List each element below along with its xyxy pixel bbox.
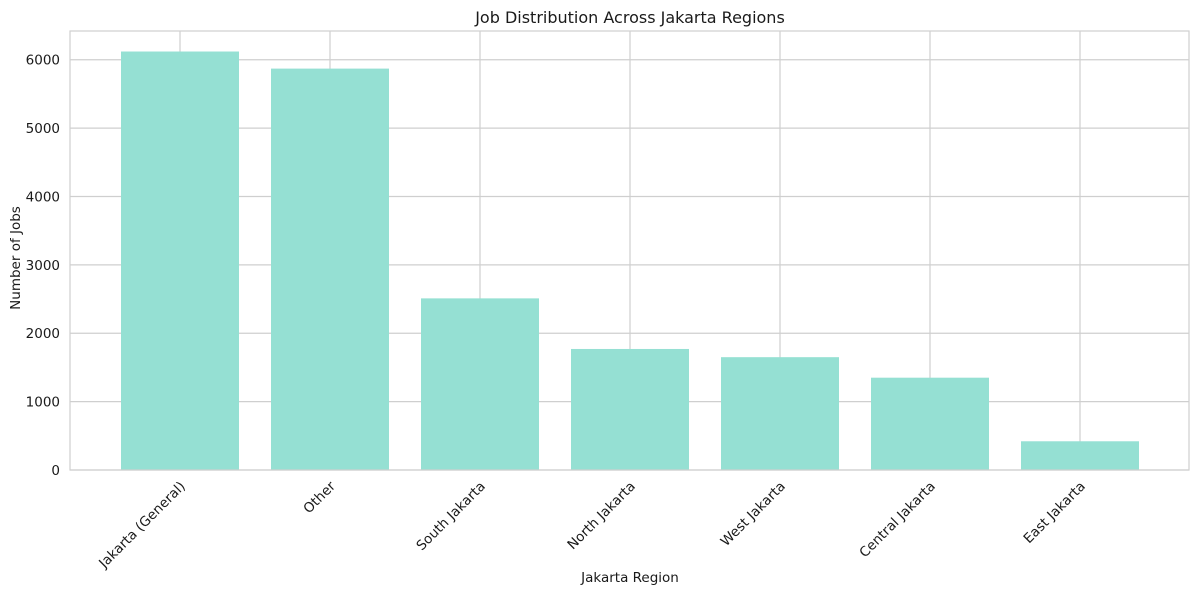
plot-area-frame (69, 30, 1190, 471)
y-axis-label: Number of Jobs (8, 206, 24, 310)
bar (1021, 441, 1139, 470)
bar (871, 377, 989, 470)
y-tick-label: 3000 (26, 258, 60, 274)
bar (571, 348, 689, 470)
y-tick-label: 2000 (26, 326, 60, 342)
bars (121, 51, 1139, 471)
x-tick-label: Central Jakarta (856, 479, 938, 561)
y-axis-ticks: 0 1000 2000 3000 4000 5000 6000 (26, 53, 60, 479)
chart-title: Job Distribution Across Jakarta Regions (474, 8, 785, 27)
x-tick-label: East Jakarta (1020, 479, 1088, 547)
x-tick-label: North Jakarta (564, 479, 638, 553)
x-tick-label: West Jakarta (718, 479, 789, 550)
y-tick-label: 1000 (26, 395, 60, 411)
bar (721, 357, 839, 470)
x-axis-label: Jakarta Region (580, 570, 679, 586)
bar (271, 68, 389, 470)
y-tick-label: 6000 (26, 53, 60, 69)
grid (70, 31, 1189, 471)
x-axis-ticks: Jakarta (General) Other South Jakarta North… (95, 478, 1089, 572)
y-tick-label: 0 (51, 463, 60, 479)
y-tick-label: 5000 (26, 121, 60, 137)
x-tick-label: South Jakarta (413, 479, 488, 554)
y-tick-label: 4000 (26, 189, 60, 205)
x-tick-label: Other (300, 478, 339, 517)
x-tick-label: Jakarta (General) (95, 479, 189, 573)
bar (421, 298, 539, 470)
bar (121, 51, 239, 471)
